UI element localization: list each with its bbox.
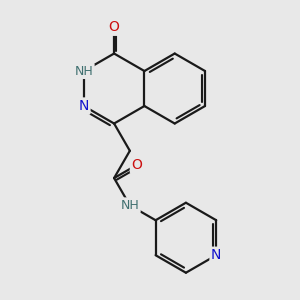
Text: N: N [79,99,89,113]
Text: N: N [211,248,221,262]
Text: NH: NH [121,199,139,212]
Text: O: O [109,20,119,34]
Text: NH: NH [74,64,93,77]
Text: O: O [131,158,142,172]
